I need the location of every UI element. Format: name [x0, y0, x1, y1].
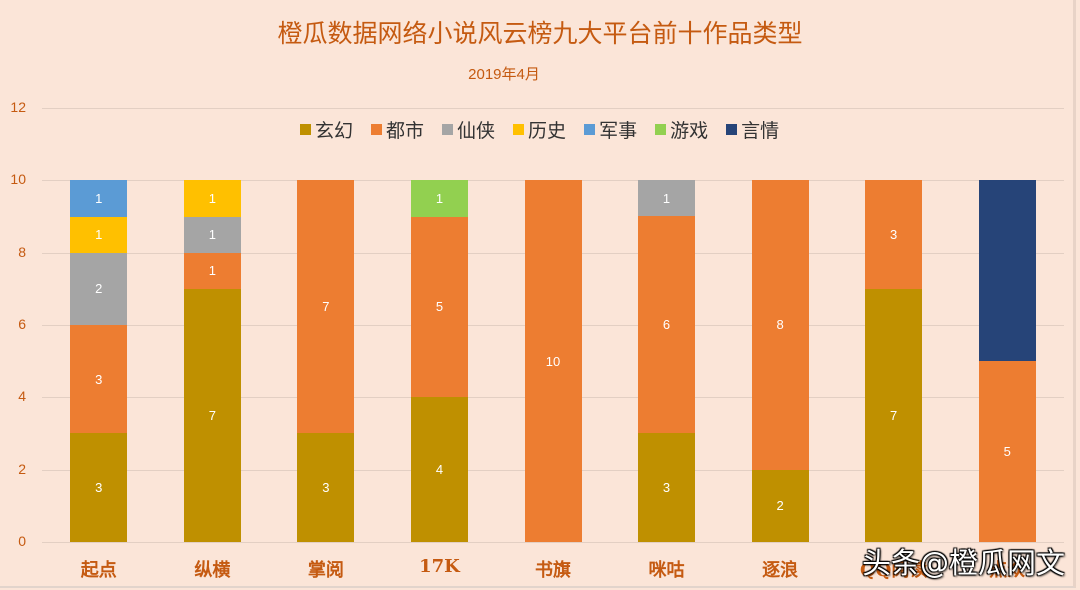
stacked-bar: 5 [978, 180, 1036, 542]
legend-item: 历史 [513, 116, 566, 143]
bar-segment: 3 [865, 180, 923, 289]
legend-swatch-icon [655, 124, 667, 135]
chart-subtitle: 2019年4月 [468, 66, 540, 83]
legend-label: 游戏 [670, 120, 709, 142]
bar-segment: 3 [70, 433, 128, 542]
legend-swatch-icon [442, 124, 454, 135]
legend-swatch-icon [584, 124, 596, 135]
bar-segment: 1 [638, 180, 696, 217]
gridline [42, 108, 1064, 109]
bar-segment: 7 [297, 180, 355, 434]
y-tick-label: 8 [18, 243, 26, 260]
legend-item: 都市 [371, 116, 424, 143]
bar-segment: 7 [865, 288, 923, 542]
legend-label: 历史 [528, 120, 567, 142]
y-tick-label: 4 [18, 388, 26, 405]
bar-segment: 1 [70, 180, 128, 217]
bar-segment: 1 [183, 180, 241, 217]
legend-swatch-icon [513, 124, 525, 135]
bar-segment: 4 [410, 397, 468, 542]
bar-segment: 2 [70, 252, 128, 325]
y-tick-label: 10 [10, 171, 26, 188]
plot-area: 3 3 2 1 1 7 1 1 1 3 7 4 5 1 10 3 6 1 2 8 7 3 5 [42, 108, 1064, 543]
y-tick-label: 0 [18, 533, 26, 549]
bar-segment: 5 [978, 361, 1036, 542]
legend-item: 仙侠 [442, 116, 495, 143]
chart-legend: 玄幻 都市 仙侠 历史 军事 游戏 言情 [300, 116, 779, 143]
bar-segment: 5 [410, 216, 468, 398]
bar-segment: 3 [638, 433, 696, 542]
bar-segment: 2 [751, 469, 809, 542]
bar-segment: 6 [638, 216, 696, 434]
bar-segment: 7 [183, 288, 241, 542]
x-axis-label: 点众 [989, 560, 1026, 581]
bar-segment: 1 [183, 252, 241, 289]
stacked-bar: 10 [524, 180, 582, 542]
bar-segment: 1 [183, 216, 241, 253]
bar-segment: 1 [410, 180, 468, 217]
x-axis-label: 起点 [80, 560, 117, 581]
bar-segment: 3 [70, 324, 128, 434]
y-tick-label: 2 [18, 460, 26, 477]
bar-segment: 10 [524, 180, 582, 542]
x-axis-label: QQ阅读 [859, 560, 928, 581]
x-axis-label: 书旗 [535, 560, 571, 581]
bar-segment: 3 [297, 433, 355, 542]
legend-item: 言情 [726, 116, 779, 143]
legend-item: 军事 [584, 116, 637, 143]
legend-swatch-icon [371, 124, 383, 135]
bar-segment [978, 180, 1036, 362]
bar-segment: 8 [751, 180, 809, 470]
x-axis-label: 纵横 [194, 560, 231, 581]
bar-segment: 1 [70, 216, 128, 253]
legend-label: 都市 [386, 120, 425, 142]
watermark: 头条@橙瓜网文 [862, 546, 1066, 580]
legend-swatch-icon [300, 124, 311, 135]
legend-label: 言情 [741, 120, 780, 142]
x-axis-label: 17K [419, 556, 460, 577]
gridline [42, 542, 1064, 543]
x-axis-label: 咪咕 [648, 560, 685, 581]
x-axis-label: 逐浪 [762, 560, 799, 581]
legend-item: 游戏 [655, 116, 708, 143]
legend-label: 军事 [599, 120, 638, 142]
legend-label: 仙侠 [457, 120, 496, 142]
chart-title: 橙瓜数据网络小说风云榜九大平台前十作品类型 [277, 19, 803, 48]
legend-label: 玄幻 [315, 120, 354, 142]
x-axis-label: 掌阅 [307, 560, 344, 581]
legend-item: 玄幻 [300, 116, 353, 143]
y-tick-label: 6 [18, 316, 26, 332]
legend-swatch-icon [726, 124, 738, 135]
y-tick-label: 12 [10, 99, 26, 115]
